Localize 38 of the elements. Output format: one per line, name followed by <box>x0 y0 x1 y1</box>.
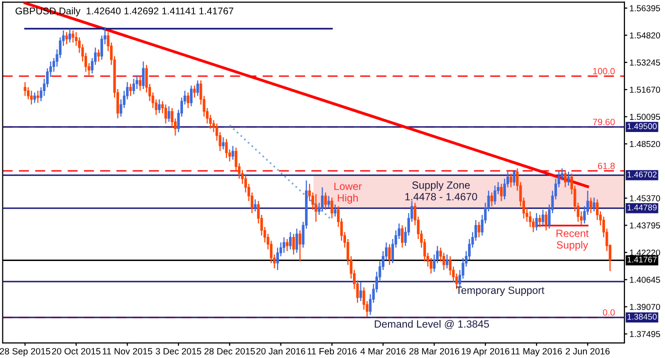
band-label: Supply Zone 1.4478 - 1.4670 <box>405 181 478 200</box>
y-tick-label: 1.39070 <box>630 304 660 310</box>
ref-line-label: 1.49500 <box>628 123 657 130</box>
y-tick-label: 1.51670 <box>630 86 660 93</box>
annotation: Lower High <box>334 182 362 204</box>
x-tick-label: 28 Mar 2016 <box>409 348 460 354</box>
y-tick-label: 1.45370 <box>630 195 660 202</box>
annotation: 0.0 <box>602 309 615 316</box>
annotation: 61.8 <box>598 162 615 170</box>
y-tick-label: 1.48520 <box>630 140 660 148</box>
x-tick-label: 4 Mar 2016 <box>360 348 406 354</box>
x-tick-label: 2 Jun 2016 <box>566 348 610 354</box>
x-tick-label: 11 Feb 2016 <box>308 348 357 354</box>
annotation: 100.0 <box>593 68 615 74</box>
y-tick-label: 1.37495 <box>630 331 660 338</box>
annotation: Demand Level @ 1.3845 <box>374 320 489 330</box>
y-tick-label: 1.53245 <box>630 60 660 66</box>
y-tick-label: 1.40645 <box>630 276 660 283</box>
y-tick-label: 1.50095 <box>630 114 660 120</box>
x-tick-label: 28 Sep 2015 <box>0 348 50 356</box>
y-tick-label: 1.42220 <box>630 250 660 256</box>
y-tick-label: 1.54820 <box>630 32 660 38</box>
x-tick-label: 20 Jan 2016 <box>256 348 306 354</box>
x-tick-label: 11 May 2016 <box>511 348 562 356</box>
annotation: 79.60 <box>592 118 615 126</box>
y-tick-label: 1.43795 <box>630 222 660 229</box>
annotation: Recent Supply <box>556 230 589 251</box>
x-tick-label: 20 Oct 2015 <box>52 348 100 354</box>
x-tick-label: 19 Apr 2016 <box>462 348 510 356</box>
x-tick-label: 28 Dec 2015 <box>204 348 255 354</box>
annotation: Temporary Support <box>456 286 544 296</box>
ref-line-label: 1.38450 <box>628 314 657 320</box>
ref-line-label: 1.46702 <box>628 172 657 178</box>
ref-line-label: 1.44789 <box>628 204 657 210</box>
ref-line-label: 1.41767 <box>628 256 657 263</box>
x-tick-label: 11 Nov 2015 <box>102 348 152 354</box>
y-tick-label: 1.56395 <box>630 5 660 12</box>
x-tick-label: 3 Dec 2015 <box>156 348 202 354</box>
